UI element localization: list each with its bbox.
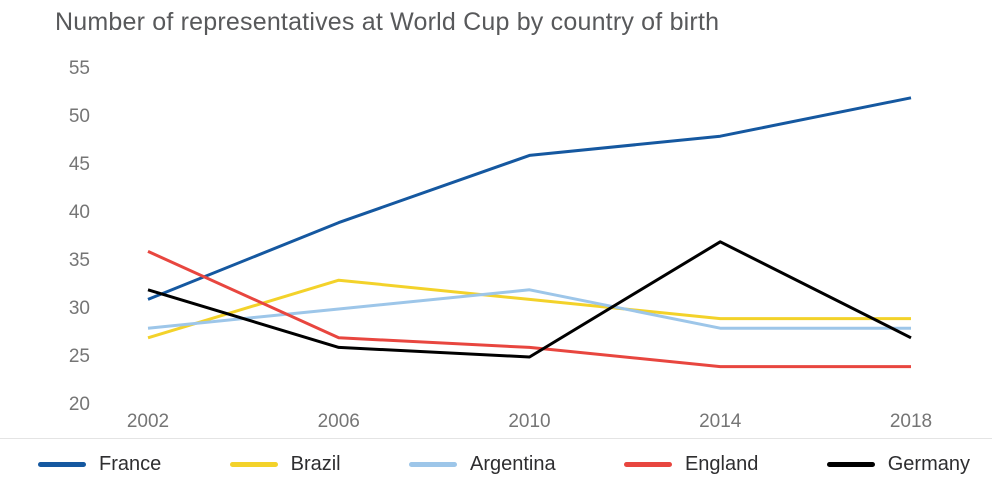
x-tick-label: 2002	[126, 411, 170, 432]
legend-swatch-argentina	[408, 461, 457, 467]
y-tick-label: 50	[68, 106, 90, 127]
series-line-germany	[147, 240, 912, 359]
series-line-england	[147, 250, 911, 369]
x-tick-label: 2014	[699, 411, 742, 432]
y-tick-label: 55	[68, 58, 90, 79]
y-tick-label: 25	[68, 346, 90, 367]
legend-swatch-england	[623, 461, 672, 467]
x-tick-label: 2018	[889, 411, 933, 432]
y-tick-label: 20	[68, 394, 90, 415]
series-line-france	[147, 96, 912, 301]
series-line-brazil	[147, 278, 911, 340]
legend-swatch-brazil	[229, 461, 278, 467]
series-line-argentina	[147, 288, 911, 330]
legend-label: England	[684, 452, 759, 475]
y-tick-label: 30	[68, 298, 90, 319]
axis-divider	[0, 438, 992, 439]
legend-item-germany[interactable]: Germany	[826, 452, 970, 476]
x-tick-label: 2006	[317, 411, 360, 432]
legend: France Brazil Argentina England Germany	[38, 451, 970, 477]
legend-label: France	[99, 452, 162, 475]
y-tick-label: 35	[68, 250, 90, 271]
legend-label: Germany	[887, 452, 970, 475]
x-tick-label: 2010	[508, 411, 551, 432]
legend-swatch-germany	[826, 461, 875, 467]
legend-item-england[interactable]: England	[623, 452, 759, 476]
legend-item-brazil[interactable]: Brazil	[229, 452, 341, 476]
legend-label: Argentina	[469, 452, 556, 475]
legend-item-france[interactable]: France	[38, 453, 161, 476]
chart-title: Number of representatives at World Cup b…	[55, 8, 720, 36]
legend-swatch-france	[38, 461, 86, 467]
legend-item-argentina[interactable]: Argentina	[408, 452, 556, 476]
y-tick-label: 40	[68, 202, 90, 223]
legend-label: Brazil	[290, 452, 341, 475]
y-tick-label: 45	[68, 154, 90, 175]
